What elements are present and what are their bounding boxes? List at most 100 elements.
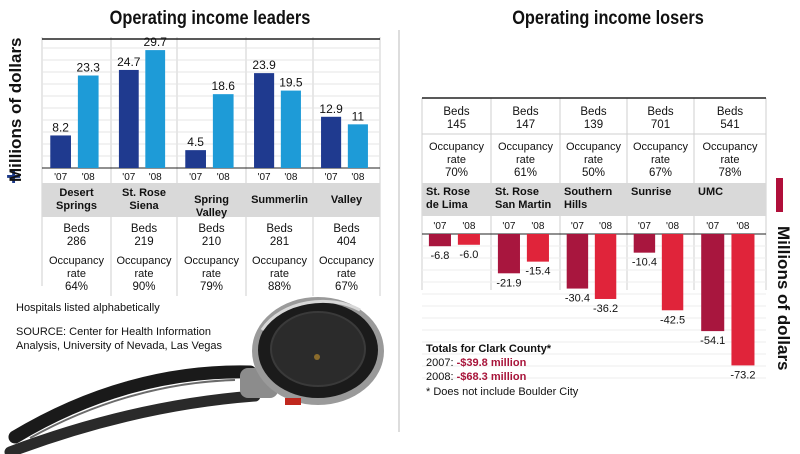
leader-value-label-2008: 29.7 bbox=[144, 35, 168, 49]
right-header-band bbox=[422, 183, 766, 216]
loser-beds-label: Beds bbox=[512, 106, 539, 118]
leader-bar-2008 bbox=[347, 124, 368, 168]
loser-year-label-2007: '07 bbox=[706, 221, 719, 232]
leader-value-label-2007: 4.5 bbox=[187, 135, 204, 149]
leader-occupancy-rate-word: rate bbox=[134, 268, 154, 280]
loser-bar-2007 bbox=[701, 234, 725, 332]
loser-value-label-2008: -36.2 bbox=[593, 303, 618, 315]
loser-beds-value: 139 bbox=[583, 119, 604, 131]
left-header-band bbox=[42, 183, 380, 217]
leader-bar-2007 bbox=[50, 135, 71, 168]
loser-year-label-2008: '08 bbox=[666, 221, 679, 232]
loser-hospital-name: UMC bbox=[698, 186, 724, 198]
leader-occupancy-rate-word: rate bbox=[67, 268, 86, 280]
loser-bar-2008 bbox=[526, 234, 549, 262]
minus-icon bbox=[776, 178, 783, 212]
loser-beds-label: Beds bbox=[716, 106, 744, 118]
loser-year-label-2008: '08 bbox=[462, 221, 475, 232]
leader-beds-value: 286 bbox=[66, 236, 87, 248]
leader-beds-label: Beds bbox=[130, 223, 158, 235]
loser-occupancy-label: Occupancy bbox=[565, 141, 622, 153]
stethoscope-tube-lower bbox=[4, 390, 261, 454]
loser-occupancy-value: 78% bbox=[718, 167, 742, 179]
loser-beds-label: Beds bbox=[443, 106, 470, 118]
leader-beds-value: 219 bbox=[134, 236, 154, 248]
leader-occupancy-label: Occupancy bbox=[318, 255, 375, 267]
loser-occupancy-value: 50% bbox=[581, 167, 606, 179]
loser-bar-2007 bbox=[633, 234, 656, 253]
leader-value-label-2008: 11 bbox=[352, 109, 365, 123]
stethoscope-illustration bbox=[4, 297, 384, 454]
loser-bar-2007 bbox=[497, 234, 520, 274]
leader-year-label-2008: '08 bbox=[217, 172, 230, 183]
leader-value-label-2008: 19.5 bbox=[279, 76, 303, 90]
right-y-axis-label: Millions of dollars bbox=[774, 225, 793, 371]
leader-year-label-2007: '07 bbox=[122, 172, 135, 183]
loser-year-label-2007: '07 bbox=[502, 221, 515, 232]
leader-bar-2007 bbox=[254, 73, 275, 168]
loser-hospital-name: Sunrise bbox=[631, 186, 672, 198]
right-chart-title: Operating income losers bbox=[512, 8, 704, 29]
leader-bar-2008 bbox=[212, 94, 234, 168]
totals-2007-value: -$39.8 million bbox=[456, 357, 527, 369]
loser-hospital-name: Southern Hills bbox=[564, 186, 613, 211]
loser-beds-label: Beds bbox=[580, 106, 607, 118]
loser-year-label-2008: '08 bbox=[736, 221, 749, 232]
leader-occupancy-value: 79% bbox=[199, 281, 224, 293]
leader-year-label-2007: '07 bbox=[189, 172, 202, 183]
leader-occupancy-value: 90% bbox=[132, 281, 156, 293]
leader-beds-value: 281 bbox=[269, 236, 290, 248]
loser-occupancy-label: Occupancy bbox=[702, 141, 758, 153]
loser-value-label-2007: -30.4 bbox=[565, 293, 590, 305]
leader-beds-label: Beds bbox=[63, 223, 90, 235]
loser-value-label-2008: -42.5 bbox=[660, 314, 685, 326]
loser-bar-2007 bbox=[428, 234, 451, 247]
leader-occupancy-label: Occupancy bbox=[251, 255, 308, 267]
loser-bar-2008 bbox=[594, 234, 617, 299]
loser-occupancy-value: 70% bbox=[444, 167, 469, 179]
loser-bar-2008 bbox=[457, 234, 480, 245]
leader-hospital-name: Spring Valley bbox=[194, 194, 229, 219]
leader-year-label-2007: '07 bbox=[258, 172, 271, 183]
stethoscope-diaphragm-ring bbox=[270, 311, 366, 387]
leader-value-label-2008: 18.6 bbox=[212, 79, 236, 93]
leader-occupancy-label: Occupancy bbox=[183, 255, 240, 267]
loser-value-label-2007: -10.4 bbox=[632, 257, 657, 269]
stethoscope-center-dot bbox=[314, 354, 320, 360]
loser-occupancy-value: 67% bbox=[648, 167, 673, 179]
leader-value-label-2008: 23.3 bbox=[77, 61, 101, 75]
totals-2007: 2007: -$39.8 million bbox=[426, 356, 526, 370]
totals-2008: 2008: -$68.3 million bbox=[426, 370, 526, 384]
loser-beds-label: Beds bbox=[647, 106, 674, 118]
loser-bar-2007 bbox=[566, 234, 589, 289]
leader-occupancy-rate-word: rate bbox=[202, 268, 221, 280]
leader-value-label-2007: 24.7 bbox=[117, 55, 141, 69]
loser-value-label-2007: -6.8 bbox=[430, 250, 449, 262]
loser-beds-value: 147 bbox=[515, 119, 536, 131]
leader-hospital-name: St. Rose Siena bbox=[121, 187, 166, 212]
loser-beds-value: 701 bbox=[650, 119, 671, 131]
loser-bar-2008 bbox=[731, 234, 755, 366]
stethoscope-tube-upper bbox=[8, 365, 257, 444]
totals-heading: Totals for Clark County* bbox=[426, 343, 552, 355]
leader-year-label-2008: '08 bbox=[82, 172, 95, 183]
leader-beds-value: 404 bbox=[336, 236, 357, 248]
source-line-1: SOURCE: Center for Health Information bbox=[16, 326, 212, 338]
totals-2008-label: 2008: bbox=[426, 371, 454, 383]
leader-bar-2008 bbox=[280, 90, 301, 168]
leader-occupancy-label: Occupancy bbox=[48, 255, 105, 267]
leader-value-label-2007: 12.9 bbox=[319, 102, 343, 116]
leader-beds-label: Beds bbox=[266, 223, 293, 235]
leader-bar-2007 bbox=[185, 150, 206, 168]
leader-bar-2008 bbox=[145, 50, 166, 168]
leader-hospital-name: Summerlin bbox=[251, 194, 308, 206]
leader-bar-2008 bbox=[77, 75, 99, 168]
source-line-2: Analysis, University of Nevada, Las Vega… bbox=[16, 340, 223, 352]
totals-2008-value: -$68.3 million bbox=[456, 371, 527, 383]
loser-value-label-2008: -6.0 bbox=[459, 249, 478, 261]
loser-occupancy-rate-word: rate bbox=[584, 154, 603, 166]
leader-occupancy-rate-word: rate bbox=[270, 268, 289, 280]
loser-occupancy-label: Occupancy bbox=[497, 141, 554, 153]
leader-occupancy-label: Occupancy bbox=[116, 255, 172, 267]
